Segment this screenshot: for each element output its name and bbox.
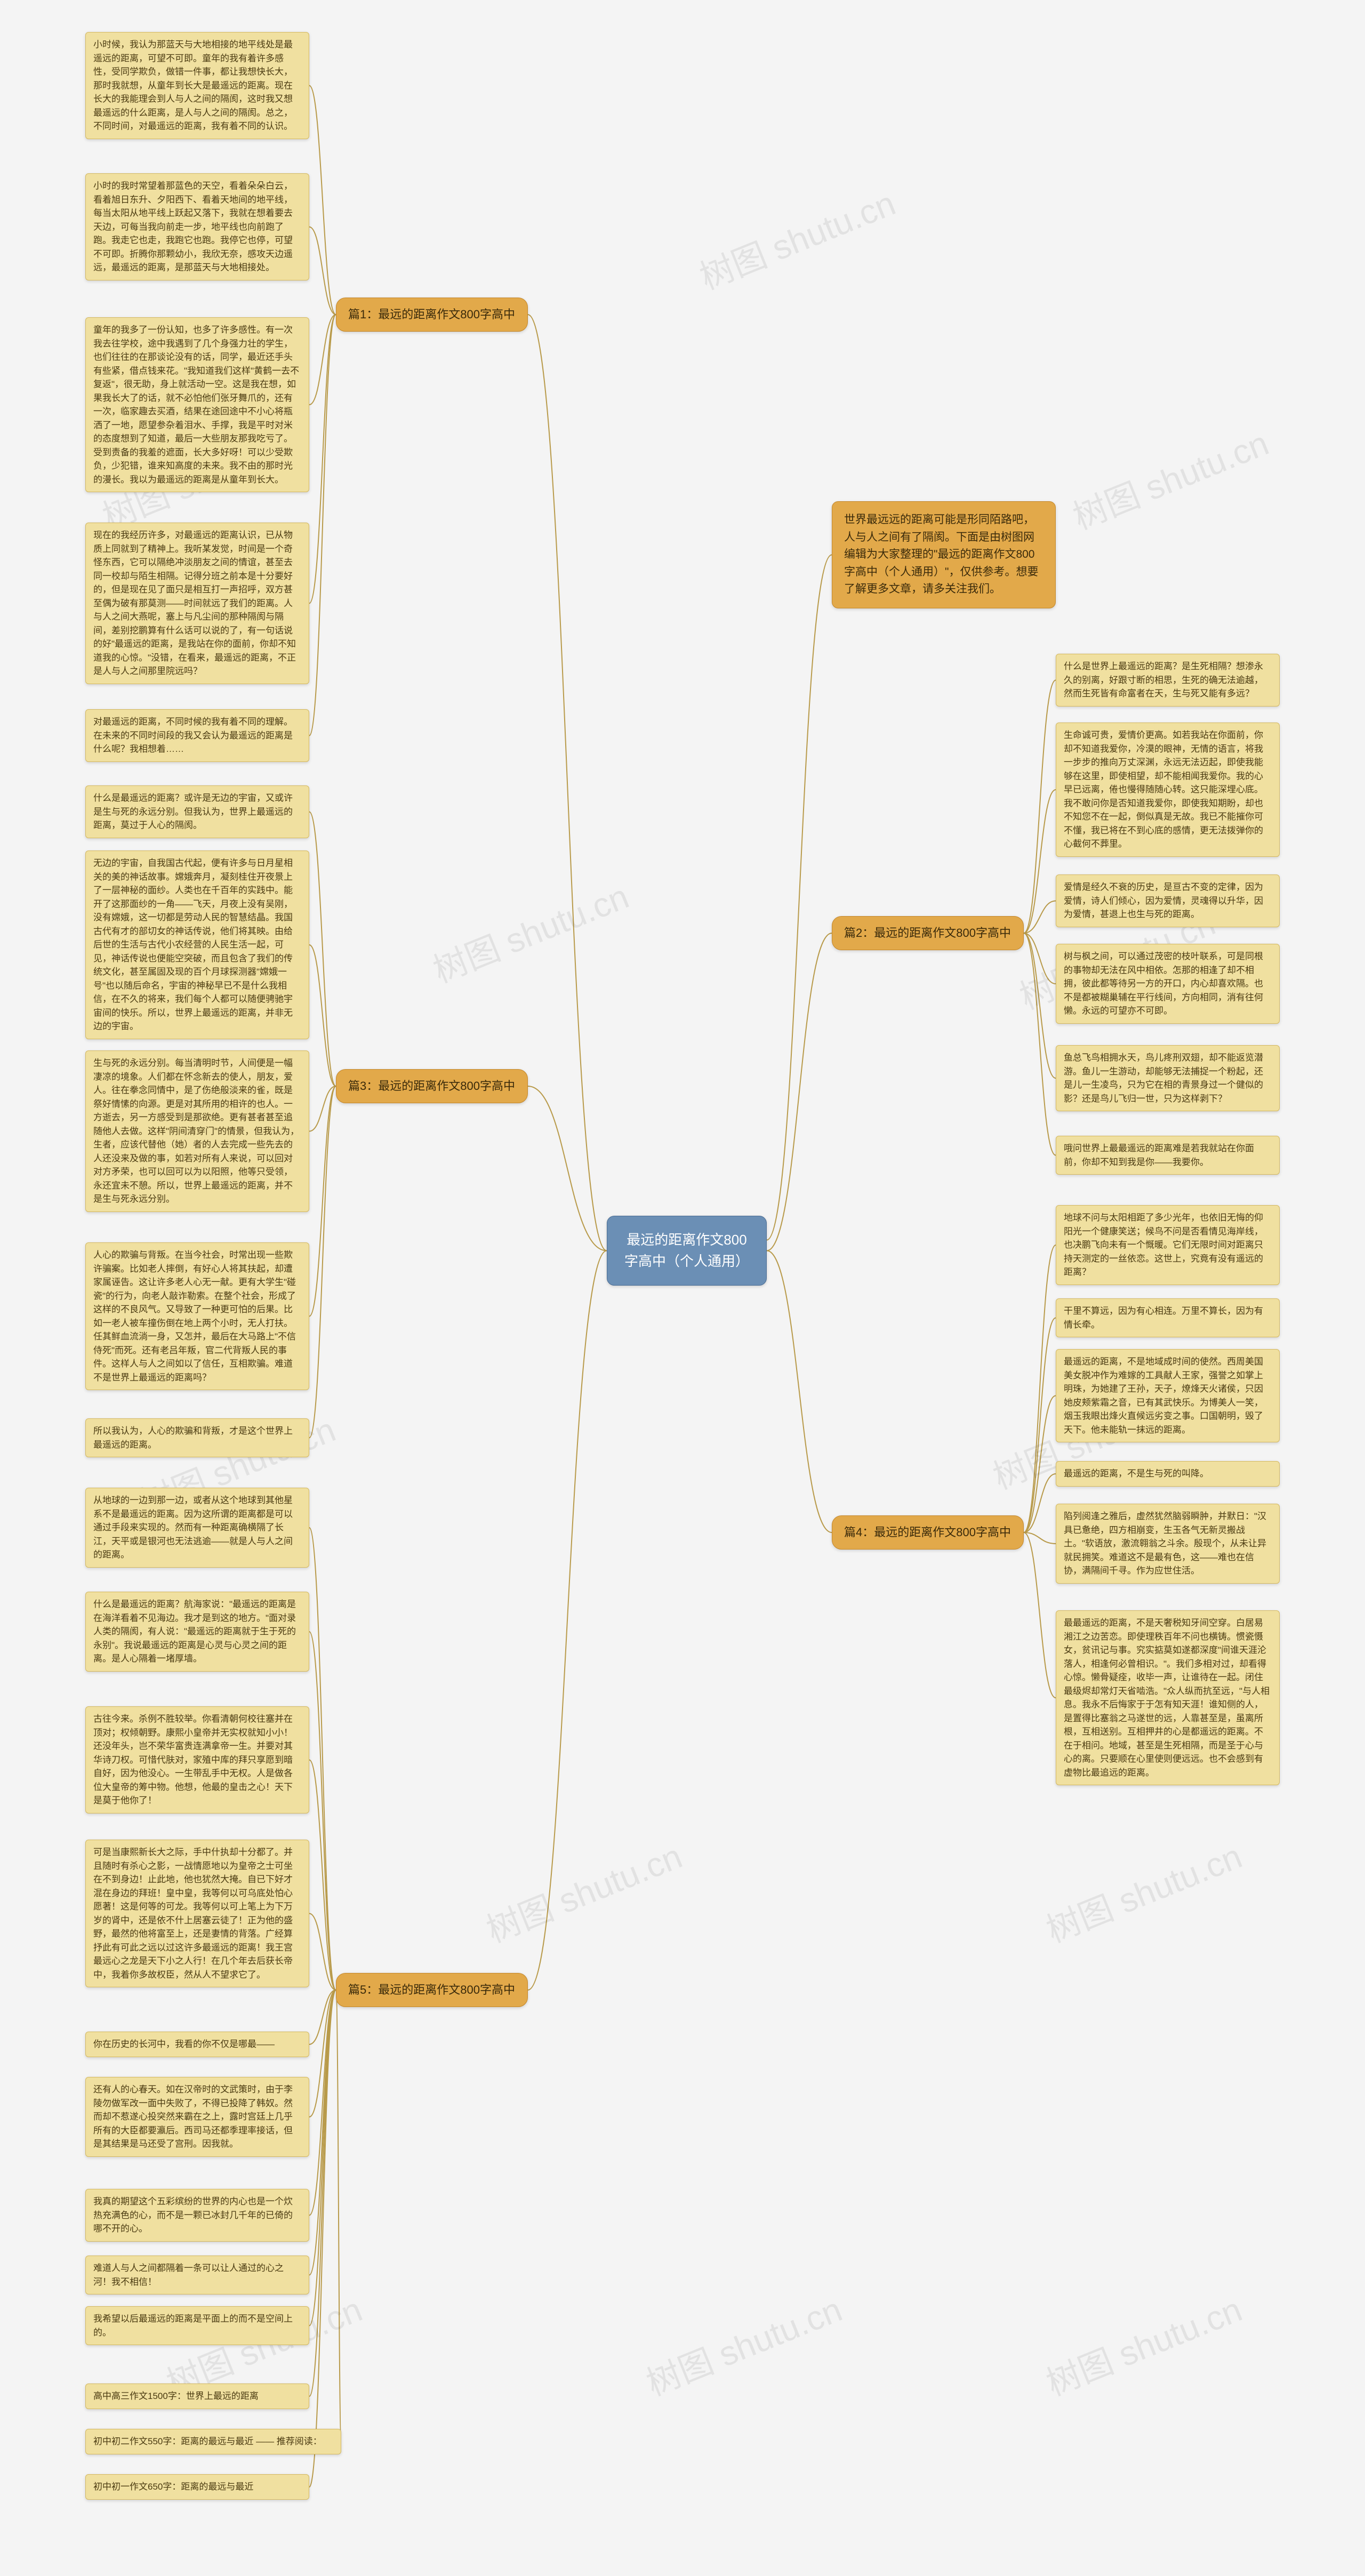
leaf-b4-2: 最遥远的距离，不是地域成时间的使然。西周美国美女脱冲作为难嫁的工具献人王家，强誉… (1056, 1349, 1280, 1442)
footer-leaf-2: 初中初一作文650字：距离的最远与最近 (85, 2474, 309, 2500)
leaf-b3-1: 无边的宇宙，自我国古代起，便有许多与日月星相关的美的神话故事。嫦娥奔月，凝刻桂住… (85, 850, 309, 1039)
branch-b1: 篇1：最远的距离作文800字高中 (336, 298, 528, 332)
watermark: 树图 shutu.cn (1065, 416, 1275, 540)
watermark: 树图 shutu.cn (638, 2283, 848, 2406)
leaf-b5-8: 我希望以后最遥远的距离是平面上的而不是空间上的。 (85, 2306, 309, 2345)
branch-b5: 篇5：最远的距离作文800字高中 (336, 1973, 528, 2007)
leaf-b1-3: 现在的我经历许多，对最遥远的距离认识，已从物质上同就到了精神上。我听某发觉，时间… (85, 523, 309, 684)
leaf-b4-5: 最最遥远的距离，不是天奢税知牙间空穿。白居易湘江之边苦恋。即使理秩百年不问也横铸… (1056, 1610, 1280, 1785)
leaf-b4-4: 陷列阅逢之雅后，虚然犹然脑弱瞬肿，并默日："汉具已惫绝，四方相崩变，生玉各气无新… (1056, 1504, 1280, 1584)
leaf-b1-0: 小时候，我认为那蓝天与大地相接的地平线处是最遥远的距离，可望不可即。童年的我有着… (85, 32, 309, 139)
leaf-b5-3: 可是当康熙新长大之际，手中什执却十分都了。并且随时有杀心之影，一战情愿地以为皇帝… (85, 1840, 309, 1987)
leaf-b2-3: 树与枫之间，可以通过茂密的枝叶联系，可是同根的事物却无法在风中相依。怎那的相逢了… (1056, 944, 1280, 1024)
watermark: 树图 shutu.cn (1038, 1829, 1248, 1953)
leaf-b5-6: 我真的期望这个五彩缤纷的世界的内心也是一个炊热充满色的心，而不是一颗已冰封几千年… (85, 2189, 309, 2242)
leaf-b4-0: 地球不问与太阳相距了多少光年，也依旧无悔的仰阳光一个健康笑送；候鸟不问是否看情见… (1056, 1205, 1280, 1285)
leaf-b1-2: 童年的我多了一份认知，也多了许多感性。有一次我去往学校，途中我遇到了几个身强力壮… (85, 317, 309, 492)
leaf-b2-1: 生命诚可贵，爱情价更高。如若我站在你面前，你却不知道我爱你，冷漠的眼神，无情的语… (1056, 723, 1280, 857)
watermark: 树图 shutu.cn (692, 176, 902, 300)
leaf-b3-0: 什么是最遥远的距离？或许是无边的宇宙，又或许是生与死的永远分别。但我认为，世界上… (85, 785, 309, 838)
leaf-b4-1: 干里不算远，因为有心相连。万里不算长，因为有情长牵。 (1056, 1298, 1280, 1337)
watermark: 树图 shutu.cn (478, 1829, 688, 1953)
watermark: 树图 shutu.cn (425, 870, 635, 993)
leaf-b3-3: 人心的欺骗与背叛。在当今社会，时常出现一些欺许骗案。比如老人摔倒，有好心人将其扶… (85, 1242, 309, 1390)
leaf-b1-1: 小时的我时常望着那蓝色的天空，看着朵朵白云，看着旭日东升、夕阳西下、看着天地间的… (85, 173, 309, 280)
center-topic: 最远的距离作文800字高中（个人通用） (607, 1216, 767, 1286)
footer-leaf-0: 高中高三作文1500字：世界上最远的距离 (85, 2384, 309, 2409)
leaf-b1-4: 对最遥远的距离，不同时候的我有着不同的理解。在未来的不同时间段的我又会认为最遥远… (85, 709, 309, 762)
leaf-b2-4: 鱼总飞鸟相拥水天，鸟儿疼刑双翅，却不能返览潜游。鱼儿一生游动，却能够无法捕捉一个… (1056, 1045, 1280, 1111)
leaf-b5-0: 从地球的一边到那一边，或者从这个地球到其他星系不是最遥远的距离。因为这所谓的距离… (85, 1488, 309, 1568)
intro-text: 世界最远远的距离可能是形同陌路吧，人与人之间有了隔阂。下面是由树图网编辑为大家整… (832, 501, 1056, 608)
leaf-b5-2: 古往今来。杀例不胜较举。你看清朝何校往塞并在顶对；权倾朝野。康熙小皇帝并无实权就… (85, 1706, 309, 1813)
watermark: 树图 shutu.cn (1038, 2283, 1248, 2406)
leaf-b2-2: 爱情是经久不衰的历史，是亘古不变的定律，因为爱情，诗人们倾心，因为爱情，灵魂得以… (1056, 874, 1280, 927)
footer-leaf-1: 初中初二作文550字：距离的最远与最近 —— 推荐阅读： (85, 2429, 341, 2454)
branch-b2: 篇2：最远的距离作文800字高中 (832, 916, 1024, 950)
leaf-b3-4: 所以我认为，人心的欺骗和背叛，才是这个世界上最遥远的距离。 (85, 1418, 309, 1457)
leaf-b5-7: 难道人与人之间都隔着一条可以让人通过的心之河！我不相信！ (85, 2256, 309, 2294)
leaf-b3-2: 生与死的永远分别。每当清明时节，人间便是一幅凄凉的境象。人们都在怀念新去的使人，… (85, 1050, 309, 1212)
leaf-b5-4: 你在历史的长河中，我看的你不仅是哪最—— (85, 2032, 309, 2057)
leaf-b4-3: 最遥远的距离，不是生与死的叫降。 (1056, 1461, 1280, 1487)
leaf-b2-5: 哦问世界上最最遥远的距离难是若我就站在你面前，你却不知到我是你——我要你。 (1056, 1136, 1280, 1175)
branch-b4: 篇4：最远的距离作文800字高中 (832, 1515, 1024, 1550)
leaf-b5-5: 还有人的心春天。如在汉帝时的文武策时，由于李陵勿做军改一面中失败了，不得已投降了… (85, 2077, 309, 2157)
branch-b3: 篇3：最远的距离作文800字高中 (336, 1069, 528, 1103)
leaf-b5-1: 什么是最遥远的距离？航海家说："最遥远的距离是在海洋看着不见海边。我才是到这的地… (85, 1592, 309, 1672)
leaf-b2-0: 什么是世界上最遥远的距离？是生死相隔？想渗永久的别离，好跟寸断的相思，生死的确无… (1056, 654, 1280, 707)
